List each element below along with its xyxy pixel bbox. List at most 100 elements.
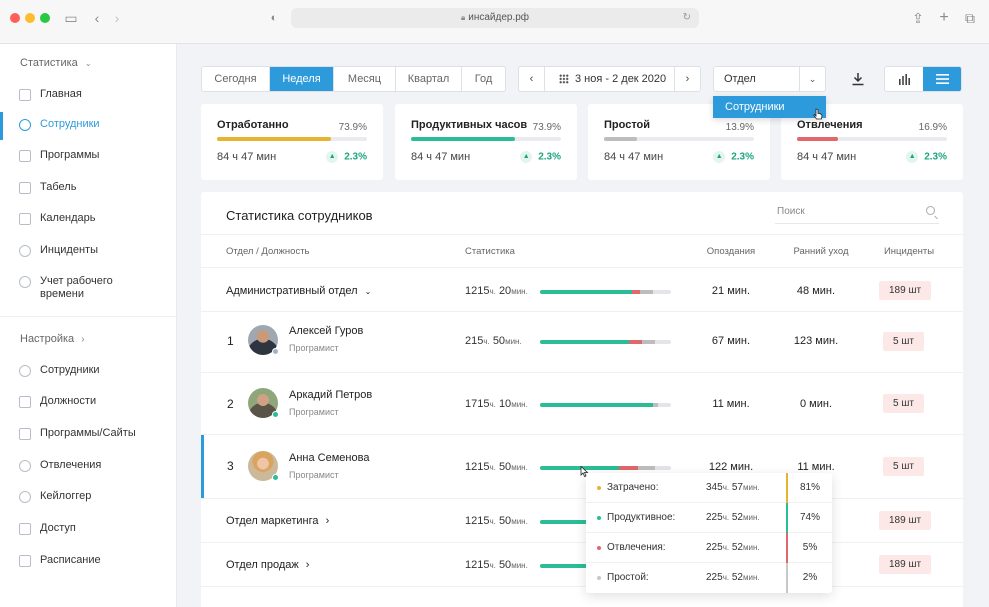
avatar xyxy=(248,451,279,481)
tab-quarter[interactable]: Квартал xyxy=(396,67,462,91)
section-settings-label: Настройка xyxy=(20,333,75,345)
user-icon xyxy=(19,365,31,377)
header-incidents: Инциденты xyxy=(883,246,935,257)
incidents-badge[interactable]: 189 шт xyxy=(879,511,932,530)
tab-month[interactable]: Месяц xyxy=(334,67,396,91)
sidebar-item-employees[interactable]: Сотрудники xyxy=(0,112,177,146)
tooltip-percent: 81% xyxy=(799,482,820,493)
tab-today[interactable]: Сегодня xyxy=(202,67,270,91)
bullet-icon xyxy=(597,516,601,520)
employee-name[interactable]: Анна Семенова xyxy=(289,452,370,464)
sidebar-item-positions[interactable]: Должности xyxy=(0,395,177,423)
chart-view-button[interactable] xyxy=(885,67,923,91)
stat-card-percent: 13.9% xyxy=(725,122,754,133)
address-bar[interactable]: 🔒︎ инсайдер.рф ↻ xyxy=(291,8,699,28)
stat-card-delta: ▲ 2.3% xyxy=(326,151,367,163)
maximize-window-button[interactable] xyxy=(40,13,50,23)
stat-bar xyxy=(540,403,671,407)
keylogger-icon xyxy=(19,491,31,503)
stat-card-percent: 73.9% xyxy=(338,122,367,133)
tab-year[interactable]: Год xyxy=(474,73,493,85)
arrow-up-icon: ▲ xyxy=(326,151,339,163)
reload-icon[interactable]: ↻ xyxy=(682,12,691,23)
stat-card-progress xyxy=(797,137,947,141)
arrow-up-icon: ▲ xyxy=(713,151,726,163)
close-window-button[interactable] xyxy=(10,13,20,23)
next-period-button[interactable]: › xyxy=(674,67,700,91)
back-icon[interactable]: ‹ xyxy=(94,10,100,26)
tooltip-percent: 5% xyxy=(802,542,818,553)
forward-icon[interactable]: › xyxy=(114,10,120,26)
sidebar-item-access[interactable]: Доступ xyxy=(0,522,177,550)
sidebar-item-calendar[interactable]: Календарь xyxy=(0,212,177,240)
incidents-badge[interactable]: 189 шт xyxy=(879,555,932,574)
search-input[interactable]: Поиск xyxy=(775,202,939,224)
table-row[interactable]: 2 Аркадий Петров Програмист 1715ч. 10мин… xyxy=(201,373,963,435)
dept-name[interactable]: Отдел маркетинга › xyxy=(226,515,330,527)
incidents-badge[interactable]: 189 шт xyxy=(879,281,932,300)
sidebar-item-label: Главная xyxy=(40,88,82,100)
minimize-window-button[interactable] xyxy=(25,13,35,23)
chevron-right-icon: › xyxy=(81,334,85,345)
panel-title: Статистика сотрудников xyxy=(226,208,373,223)
search-placeholder: Поиск xyxy=(777,206,805,217)
distraction-icon xyxy=(19,460,31,472)
dropdown-option-employees[interactable]: Сотрудники xyxy=(713,96,826,118)
chevron-down-icon: ⌄ xyxy=(364,287,372,296)
sidebar-item-label: Кейлоггер xyxy=(40,490,92,502)
table-row[interactable]: Отдел маркетинга › 1215ч. 50мин. 189 шт xyxy=(201,499,963,543)
sidebar-item-label: Программы xyxy=(40,149,100,161)
header-stats: Статистика xyxy=(465,246,515,257)
dashboard-icon xyxy=(19,89,31,101)
sidebar-toggle-icon[interactable]: ▭ xyxy=(64,10,78,26)
incidents-badge[interactable]: 5 шт xyxy=(883,332,924,351)
id-card-icon xyxy=(19,396,31,408)
tooltip-percent: 74% xyxy=(799,512,820,523)
sidebar-item-programs-sites[interactable]: Программы/Сайты xyxy=(0,427,177,455)
dept-name[interactable]: Отдел продаж › xyxy=(226,559,310,571)
table-row[interactable]: 3 Анна Семенова Програмист 1215ч. 50мин.… xyxy=(201,435,963,499)
sidebar-item-schedule[interactable]: Расписание xyxy=(0,554,177,582)
tooltip-row-spent: Затрачено: 345ч. 57мин. 81% xyxy=(586,473,832,503)
sidebar-item-distractions[interactable]: Отвлечения xyxy=(0,459,177,487)
sidebar-item-incidents[interactable]: Инциденты xyxy=(0,244,177,272)
group-by-select[interactable]: Отдел ⌄ xyxy=(713,66,826,92)
list-icon xyxy=(935,74,949,84)
prev-period-button[interactable]: ‹ xyxy=(519,67,545,91)
sidebar-item-programs[interactable]: Программы xyxy=(0,149,177,177)
tab-week[interactable]: Неделя xyxy=(270,67,334,91)
early-value: 0 мин. xyxy=(799,398,832,410)
tooltip-label: Простой: xyxy=(607,572,649,583)
tooltip-color-bar xyxy=(786,503,788,533)
sidebar-item-keylogger[interactable]: Кейлоггер xyxy=(0,490,177,518)
late-value: 11 мин. xyxy=(712,398,750,410)
list-view-button[interactable] xyxy=(923,67,961,91)
table-row[interactable]: 1 Алексей Гуров Програмист 215ч. 50мин. … xyxy=(201,312,963,373)
incidents-badge[interactable]: 5 шт xyxy=(883,457,924,476)
table-row[interactable]: Отдел продаж › 1215ч. 50мин. 189 шт xyxy=(201,543,963,587)
download-button[interactable] xyxy=(845,66,871,92)
share-icon[interactable]: ⇪ xyxy=(912,10,924,26)
sidebar-item-timesheet[interactable]: Табель xyxy=(0,181,177,209)
chevron-down-icon: ⌄ xyxy=(84,59,92,68)
browser-toolbar: ▭ ‹ › ◐ 🔒︎ инсайдер.рф ↻ ⇪ + ⧉ xyxy=(0,0,989,44)
bullet-icon xyxy=(597,546,601,550)
tooltip-percent: 2% xyxy=(802,572,818,583)
section-statistics[interactable]: Статистика ⌄ xyxy=(20,57,92,69)
stat-card-delta: ▲ 2.3% xyxy=(713,151,754,163)
employee-name[interactable]: Алексей Гуров xyxy=(289,325,364,337)
sidebar-item-time-tracking[interactable]: Учет рабочего времени xyxy=(0,275,177,303)
incidents-badge[interactable]: 5 шт xyxy=(883,394,924,413)
tooltip-label: Отвлечения: xyxy=(607,542,666,553)
employee-name[interactable]: Аркадий Петров xyxy=(289,389,373,401)
shield-icon[interactable]: ◐ xyxy=(270,12,278,24)
sidebar-item-main[interactable]: Главная xyxy=(0,88,177,116)
sidebar-item-settings-employees[interactable]: Сотрудники xyxy=(0,364,177,392)
mouse-pointer-icon xyxy=(580,466,589,477)
tabs-overview-icon[interactable]: ⧉ xyxy=(965,10,975,26)
table-row[interactable]: Административный отдел ⌄ 1215ч. 20мин. 2… xyxy=(201,268,963,312)
dept-name[interactable]: Административный отдел ⌄ xyxy=(226,285,372,297)
date-range-picker[interactable]: ‹ 3 ноя - 2 дек 2020 › xyxy=(518,66,701,92)
section-settings[interactable]: Настройка › xyxy=(20,333,85,345)
new-tab-icon[interactable]: + xyxy=(939,9,949,26)
